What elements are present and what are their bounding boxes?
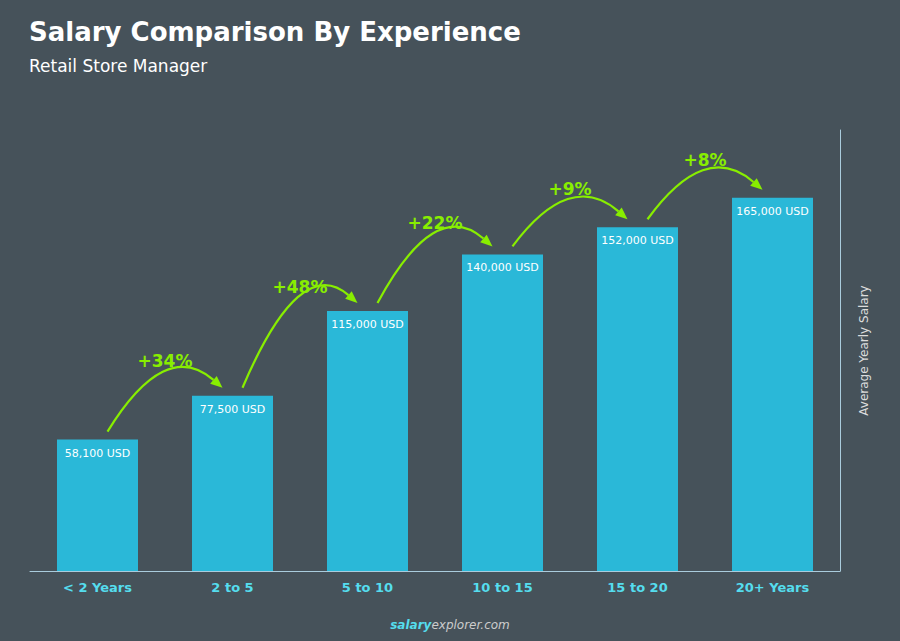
svg-text:5 to 10: 5 to 10 [342, 580, 393, 595]
svg-text:Salary Comparison By Experienc: Salary Comparison By Experience [29, 17, 521, 47]
svg-text:20+ Years: 20+ Years [736, 580, 810, 595]
svg-text:10 to 15: 10 to 15 [472, 580, 532, 595]
svg-text:+9%: +9% [548, 179, 591, 199]
svg-text:explorer.com: explorer.com [431, 618, 509, 632]
svg-text:< 2 Years: < 2 Years [63, 580, 132, 595]
svg-text:+8%: +8% [683, 150, 726, 170]
svg-text:+34%: +34% [138, 351, 193, 371]
svg-text:58,100 USD: 58,100 USD [65, 447, 131, 460]
svg-text:2 to 5: 2 to 5 [211, 580, 253, 595]
svg-text:15 to 20: 15 to 20 [607, 580, 667, 595]
svg-text:77,500 USD: 77,500 USD [200, 403, 266, 416]
svg-text:115,000 USD: 115,000 USD [331, 318, 404, 331]
svg-text:152,000 USD: 152,000 USD [601, 234, 674, 247]
svg-text:salary: salary [390, 618, 432, 632]
svg-text:Retail Store Manager: Retail Store Manager [29, 56, 207, 76]
svg-text:140,000 USD: 140,000 USD [466, 261, 539, 274]
svg-text:+22%: +22% [408, 213, 463, 233]
svg-text:Average Yearly Salary: Average Yearly Salary [857, 285, 871, 415]
svg-text:+48%: +48% [273, 277, 328, 297]
svg-text:165,000 USD: 165,000 USD [736, 205, 809, 218]
